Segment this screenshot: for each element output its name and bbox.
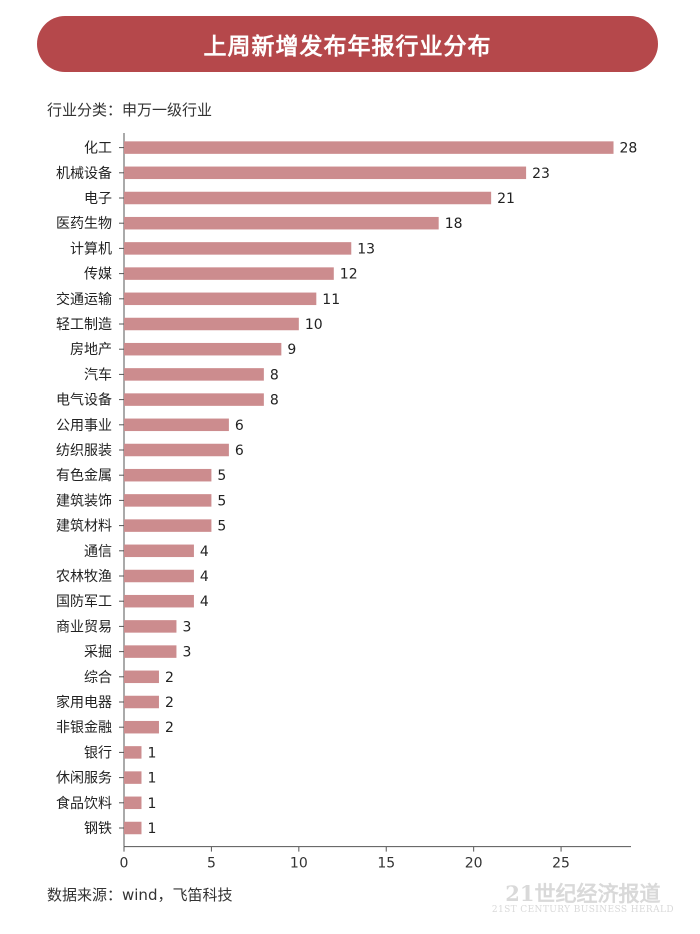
category-label: 建筑装饰	[56, 493, 112, 509]
bar	[124, 544, 194, 558]
value-label: 5	[217, 468, 226, 484]
bar	[124, 670, 159, 684]
x-tick-label: 25	[552, 856, 570, 872]
bar	[124, 141, 614, 154]
bar	[124, 393, 264, 406]
category-label: 家用电器	[56, 694, 112, 711]
category-label: 公用事业	[56, 418, 112, 434]
category-label: 建筑材料	[56, 519, 112, 535]
bar	[124, 771, 142, 784]
x-tick-label: 15	[377, 856, 395, 872]
category-label: 计算机	[70, 241, 112, 257]
value-label: 6	[235, 443, 244, 459]
value-label: 3	[182, 645, 191, 661]
value-label: 5	[217, 519, 226, 535]
publisher-watermark: 21世纪经济报道 21ST CENTURY BUSINESS HERALD	[492, 883, 674, 916]
value-label: 11	[322, 292, 340, 308]
value-label: 1	[147, 745, 156, 761]
value-label: 8	[270, 367, 279, 383]
bar	[124, 645, 177, 658]
value-label: 1	[147, 796, 156, 812]
bar	[124, 242, 352, 255]
value-label: 9	[287, 342, 296, 358]
chart-title: 上周新增发布年报行业分布	[203, 34, 492, 60]
category-label: 传媒	[84, 267, 112, 283]
value-label: 1	[147, 771, 156, 787]
value-label: 18	[445, 216, 463, 232]
category-label: 通信	[84, 544, 112, 560]
bar	[124, 494, 212, 507]
chart-subtitle: 行业分类：申万一级行业	[47, 101, 213, 119]
value-label: 4	[200, 594, 209, 610]
category-label: 银行	[84, 745, 112, 761]
bar	[124, 796, 142, 810]
bar	[124, 519, 212, 532]
x-tick-label: 5	[207, 856, 216, 872]
value-label: 2	[165, 720, 174, 736]
value-label: 2	[165, 695, 174, 711]
value-label: 1	[147, 821, 156, 837]
bar	[124, 821, 142, 835]
category-label: 机械设备	[56, 165, 112, 182]
watermark-logo-text: 21世纪经济报道	[505, 881, 661, 906]
category-label: 轻工制造	[56, 317, 112, 333]
data-source-note: 数据来源：wind，飞笛科技	[47, 886, 233, 904]
value-label: 4	[200, 569, 209, 585]
value-label: 10	[305, 317, 323, 333]
bar	[124, 191, 492, 205]
bar	[124, 720, 159, 734]
category-label: 非银金融	[56, 720, 112, 736]
bar	[124, 695, 159, 709]
category-label: 医药生物	[56, 216, 112, 232]
category-label: 电气设备	[56, 392, 112, 409]
category-label: 综合	[84, 670, 112, 686]
value-label: 8	[270, 393, 279, 409]
category-label: 纺织服装	[56, 443, 112, 459]
category-label: 农林牧渔	[56, 569, 112, 585]
category-label: 国防军工	[56, 594, 112, 610]
value-label: 13	[357, 241, 375, 257]
category-label: 钢铁	[84, 821, 112, 837]
value-label: 4	[200, 544, 209, 560]
category-label: 汽车	[84, 366, 112, 383]
value-label: 23	[532, 166, 550, 182]
bar	[124, 468, 212, 482]
value-label: 2	[165, 670, 174, 686]
category-label: 有色金属	[56, 467, 112, 484]
x-tick-label: 20	[465, 856, 483, 872]
category-label: 电子	[84, 191, 112, 207]
bar	[124, 368, 264, 381]
category-label: 房地产	[70, 342, 112, 358]
bar	[124, 267, 334, 280]
bar	[124, 620, 177, 633]
bar	[124, 418, 229, 432]
value-label: 28	[620, 141, 638, 157]
bar	[124, 166, 527, 180]
title-banner: 上周新增发布年报行业分布	[37, 16, 658, 72]
bar	[124, 292, 317, 306]
x-tick-label: 10	[290, 856, 308, 872]
bar	[124, 317, 299, 331]
category-label: 食品饮料	[56, 795, 112, 812]
bar	[124, 216, 439, 230]
category-label: 交通运输	[56, 291, 112, 308]
category-label: 休闲服务	[56, 771, 112, 787]
category-label: 化工	[84, 141, 112, 157]
watermark-subtext: 21ST CENTURY BUSINESS HERALD	[491, 905, 674, 915]
category-label: 采掘	[84, 645, 112, 661]
value-label: 21	[497, 191, 515, 207]
bar	[124, 443, 229, 457]
value-label: 12	[340, 267, 358, 283]
category-label: 商业贸易	[56, 619, 112, 635]
value-label: 6	[235, 418, 244, 434]
bar	[124, 594, 194, 608]
bar	[124, 569, 194, 583]
value-label: 5	[217, 493, 226, 509]
value-label: 3	[182, 619, 191, 635]
bar	[124, 746, 142, 759]
x-tick-label: 0	[120, 856, 129, 872]
bar	[124, 342, 282, 356]
